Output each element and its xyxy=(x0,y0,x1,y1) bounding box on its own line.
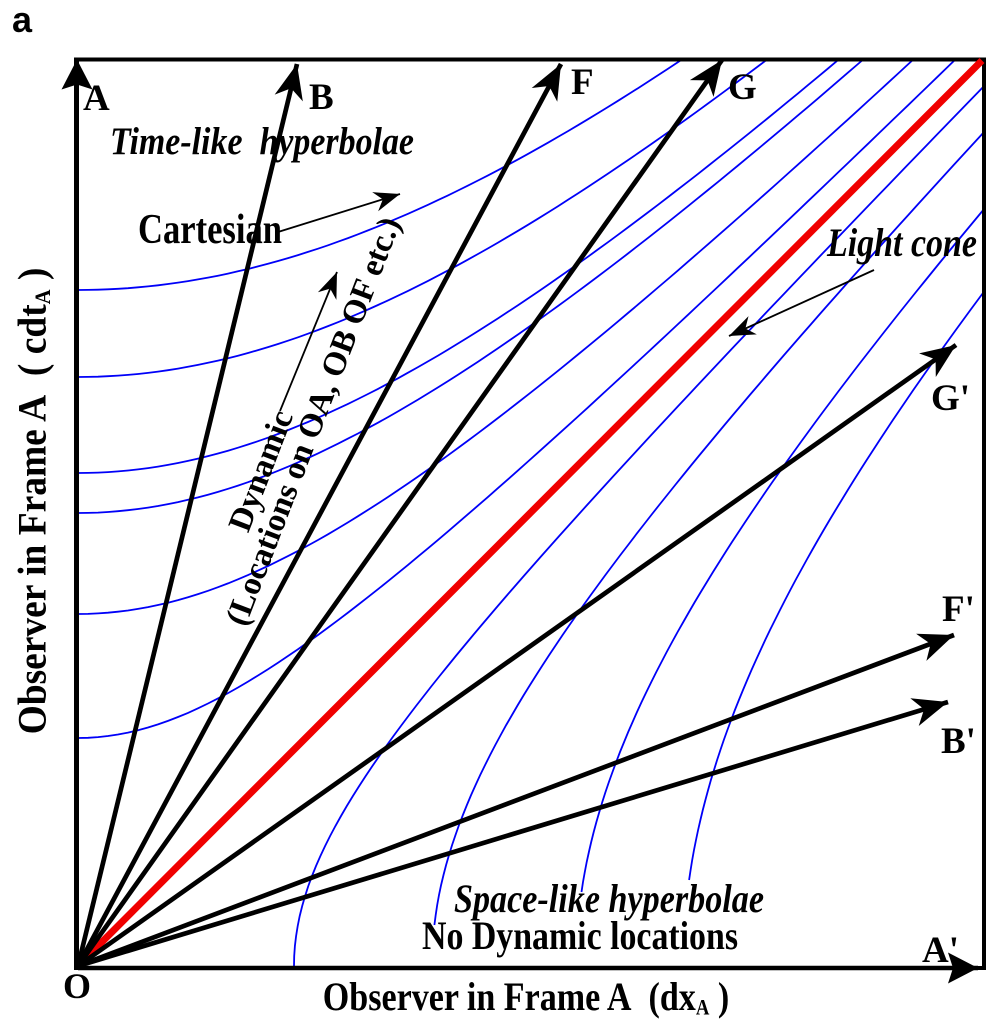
svg-text:B': B' xyxy=(941,721,976,762)
svg-text:No Dynamic locations: No Dynamic locations xyxy=(422,913,738,958)
svg-text:Space-like hyperbolae: Space-like hyperbolae xyxy=(454,876,764,921)
svg-text:Light cone: Light cone xyxy=(826,220,977,265)
svg-text:A': A' xyxy=(922,930,959,971)
svg-text:G': G' xyxy=(931,378,970,419)
svg-text:O: O xyxy=(63,966,91,1006)
svg-text:G: G xyxy=(728,67,757,108)
svg-text:Time-like hyperbolae: Time-like hyperbolae xyxy=(110,120,414,163)
svg-text:A: A xyxy=(83,78,110,119)
svg-text:B: B xyxy=(309,77,334,118)
svg-text:Observer in Frame A ( cdtA ): Observer in Frame A ( cdtA ) xyxy=(10,268,55,735)
svg-text:a: a xyxy=(12,0,33,40)
svg-text:Cartesian: Cartesian xyxy=(138,207,282,253)
svg-text:F: F xyxy=(571,62,594,103)
svg-text:F': F' xyxy=(942,589,975,630)
svg-text:Observer in Frame A (dxA ): Observer in Frame A (dxA ) xyxy=(323,976,729,1020)
